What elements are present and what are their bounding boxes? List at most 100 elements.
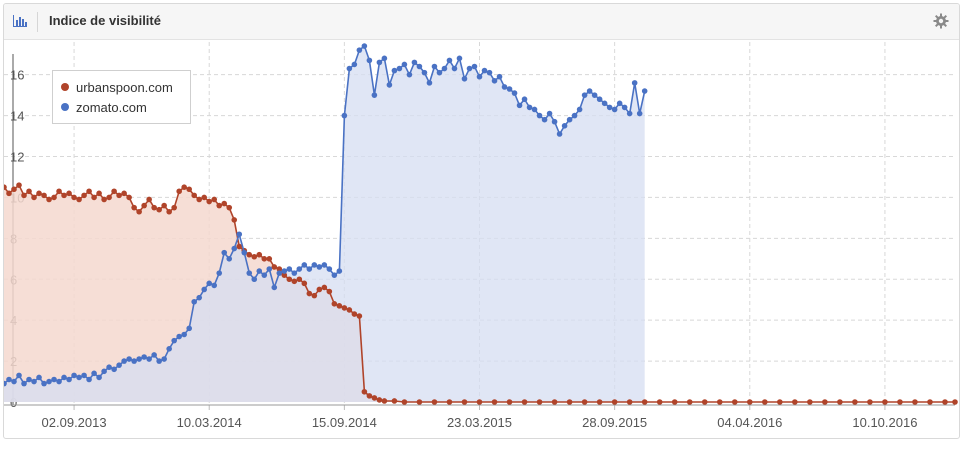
zomato-area (4, 46, 645, 402)
urbanspoon-point (336, 303, 343, 309)
urbanspoon-point (26, 188, 32, 195)
x-tick-label: 10.03.2014 (177, 415, 242, 430)
urbanspoon-point (266, 256, 273, 262)
urbanspoon-point (171, 204, 177, 211)
zomato-point (481, 67, 488, 74)
gear-icon[interactable] (933, 13, 949, 29)
urbanspoon-point (101, 196, 107, 203)
urbanspoon-point (431, 399, 438, 405)
urbanspoon-point (46, 196, 52, 203)
zomato-point (636, 110, 643, 117)
zomato-point (401, 61, 408, 68)
urbanspoon-point (156, 206, 162, 213)
zomato-point (241, 249, 248, 256)
urbanspoon-point (361, 388, 368, 395)
urbanspoon-point (201, 194, 208, 201)
zomato-point (446, 57, 453, 64)
zomato-point (336, 268, 343, 274)
zomato-point (136, 356, 142, 362)
zomato-point (486, 69, 493, 76)
urbanspoon-point (256, 251, 263, 258)
urbanspoon-point (126, 194, 132, 201)
urbanspoon-point (837, 399, 843, 405)
zomato-point (16, 372, 22, 379)
zomato-point (381, 55, 388, 62)
y-tick-label: 14 (10, 109, 24, 124)
zomato-point (501, 84, 508, 90)
zomato-point (461, 75, 468, 82)
urbanspoon-point (196, 196, 203, 203)
urbanspoon-point (186, 186, 192, 193)
urbanspoon-point (641, 399, 648, 405)
urbanspoon-point (746, 399, 753, 405)
urbanspoon-point (286, 276, 293, 283)
urbanspoon-point (371, 395, 378, 401)
urbanspoon-point (76, 196, 82, 203)
urbanspoon-point (146, 196, 152, 203)
zomato-point (236, 231, 243, 238)
urbanspoon-point (21, 192, 27, 199)
header-divider (37, 12, 38, 32)
zomato-point (226, 256, 233, 262)
zomato-point (156, 358, 162, 364)
urbanspoon-point (211, 196, 218, 203)
urbanspoon-point (301, 280, 308, 287)
urbanspoon-point (596, 399, 603, 405)
zomato-point (196, 294, 203, 301)
zomato-point (271, 284, 278, 291)
widget-title: Indice de visibilité (49, 13, 161, 28)
zomato-point (621, 104, 628, 111)
zomato-point (66, 376, 72, 383)
urbanspoon-point (121, 190, 127, 197)
urbanspoon-point (91, 194, 97, 201)
urbanspoon-point (461, 399, 468, 405)
urbanspoon-point (231, 217, 238, 223)
zomato-point (361, 43, 368, 49)
urbanspoon-point (66, 190, 72, 197)
urbanspoon-point (216, 202, 223, 209)
urbanspoon-point (261, 256, 268, 262)
zomato-point (161, 356, 167, 362)
zomato-point (221, 249, 228, 256)
zomato-point (26, 376, 32, 383)
legend-item-urbanspoon[interactable]: urbanspoon.com (61, 78, 173, 96)
urbanspoon-point (251, 253, 258, 260)
zomato-point (426, 80, 433, 86)
legend-label-zomato: zomato.com (76, 99, 147, 115)
urbanspoon-point (792, 399, 798, 405)
legend-item-zomato[interactable]: zomato.com (61, 98, 147, 116)
chart-legend: urbanspoon.com zomato.com (52, 70, 191, 124)
zomato-point (421, 69, 428, 76)
zomato-point (216, 270, 223, 276)
zomato-point (631, 80, 638, 86)
zomato-point (411, 59, 418, 66)
urbanspoon-point (476, 399, 483, 405)
zomato-point (551, 118, 558, 125)
zomato-point (321, 262, 328, 268)
x-tick-label: 02.09.2013 (42, 415, 107, 430)
zomato-point (166, 346, 172, 352)
urbanspoon-point (31, 194, 37, 201)
zomato-point (301, 262, 308, 268)
urbanspoon-point (221, 200, 228, 207)
zomato-point (146, 356, 152, 362)
zomato-point (596, 96, 603, 103)
zomato-point (601, 100, 608, 107)
urbanspoon-point (4, 184, 7, 190)
urbanspoon-point (106, 194, 112, 201)
zomato-point (516, 102, 523, 109)
zomato-point (451, 65, 458, 72)
zomato-point (116, 362, 122, 368)
zomato-point (526, 104, 533, 111)
zomato-point (36, 374, 42, 381)
zomato-point (181, 331, 187, 338)
zomato-point (506, 86, 513, 92)
zomato-point (76, 374, 82, 381)
zomato-point (616, 100, 623, 107)
urbanspoon-point (246, 251, 253, 258)
zomato-point (71, 372, 77, 379)
urbanspoon-point (166, 208, 172, 215)
zomato-point (281, 268, 288, 274)
urbanspoon-point (311, 292, 318, 299)
urbanspoon-point (326, 288, 333, 295)
